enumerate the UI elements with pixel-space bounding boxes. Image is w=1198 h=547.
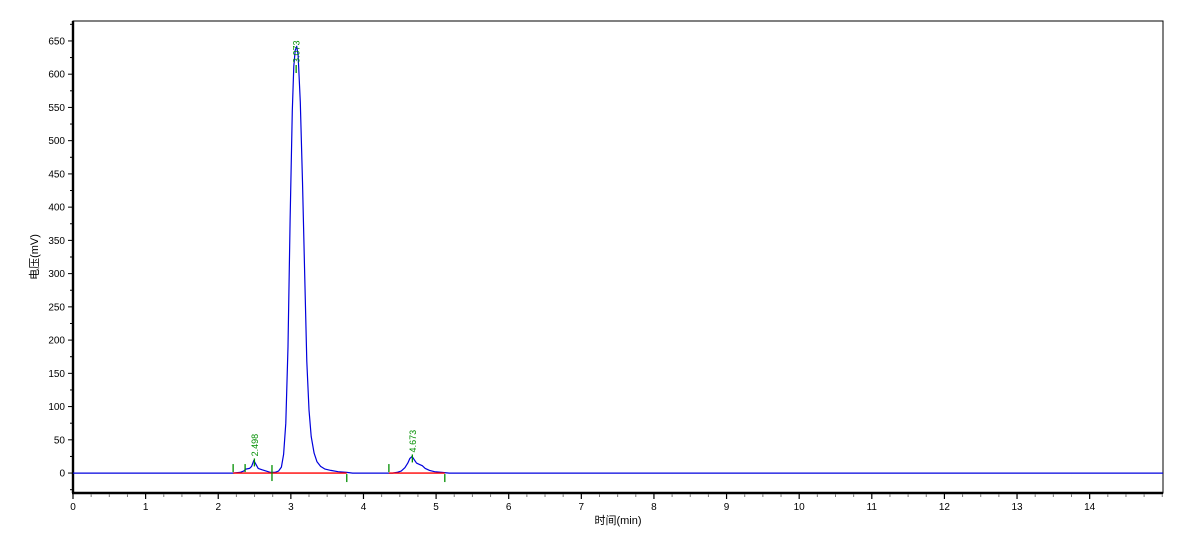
y-tick-label: 150 [48, 369, 65, 380]
x-axis-title: 时间(min) [594, 514, 641, 527]
x-tick-label: 11 [867, 502, 878, 513]
y-tick-label: 650 [48, 36, 65, 47]
y-tick-label: 450 [48, 169, 65, 180]
y-tick-label: 400 [48, 203, 65, 214]
y-tick-label: 550 [48, 103, 65, 114]
x-tick-label: 6 [506, 502, 512, 513]
x-tick-label: 2 [215, 502, 221, 513]
x-tick-label: 14 [1084, 502, 1096, 513]
x-tick-label: 12 [939, 502, 951, 513]
y-tick-label: 350 [48, 236, 65, 247]
y-tick-label: 50 [54, 435, 66, 446]
x-tick-label: 13 [1011, 502, 1023, 513]
peak-label: 2.498 [250, 434, 260, 457]
y-tick-label: 500 [48, 136, 65, 147]
x-tick-label: 4 [361, 502, 367, 513]
y-tick-label: 200 [48, 336, 65, 347]
peak-label: 3.073 [292, 40, 302, 63]
x-tick-label: 5 [433, 502, 439, 513]
x-tick-label: 3 [288, 502, 294, 513]
x-tick-label: 7 [579, 502, 585, 513]
y-tick-label: 600 [48, 70, 65, 81]
x-tick-label: 9 [724, 502, 730, 513]
y-tick-label: 0 [59, 469, 65, 480]
plot-frame [72, 20, 1164, 494]
y-tick-label: 100 [48, 402, 65, 413]
peak-label: 4.673 [408, 430, 418, 453]
x-tick-label: 8 [651, 502, 657, 513]
x-tick-label: 0 [70, 502, 76, 513]
x-tick-label: 1 [143, 502, 149, 513]
y-tick-label: 300 [48, 269, 65, 280]
trace-detector-signal [73, 45, 1163, 474]
x-tick-label: 10 [794, 502, 806, 513]
y-tick-label: 250 [48, 302, 65, 313]
y-axis-title: 电压(mV) [28, 234, 41, 280]
